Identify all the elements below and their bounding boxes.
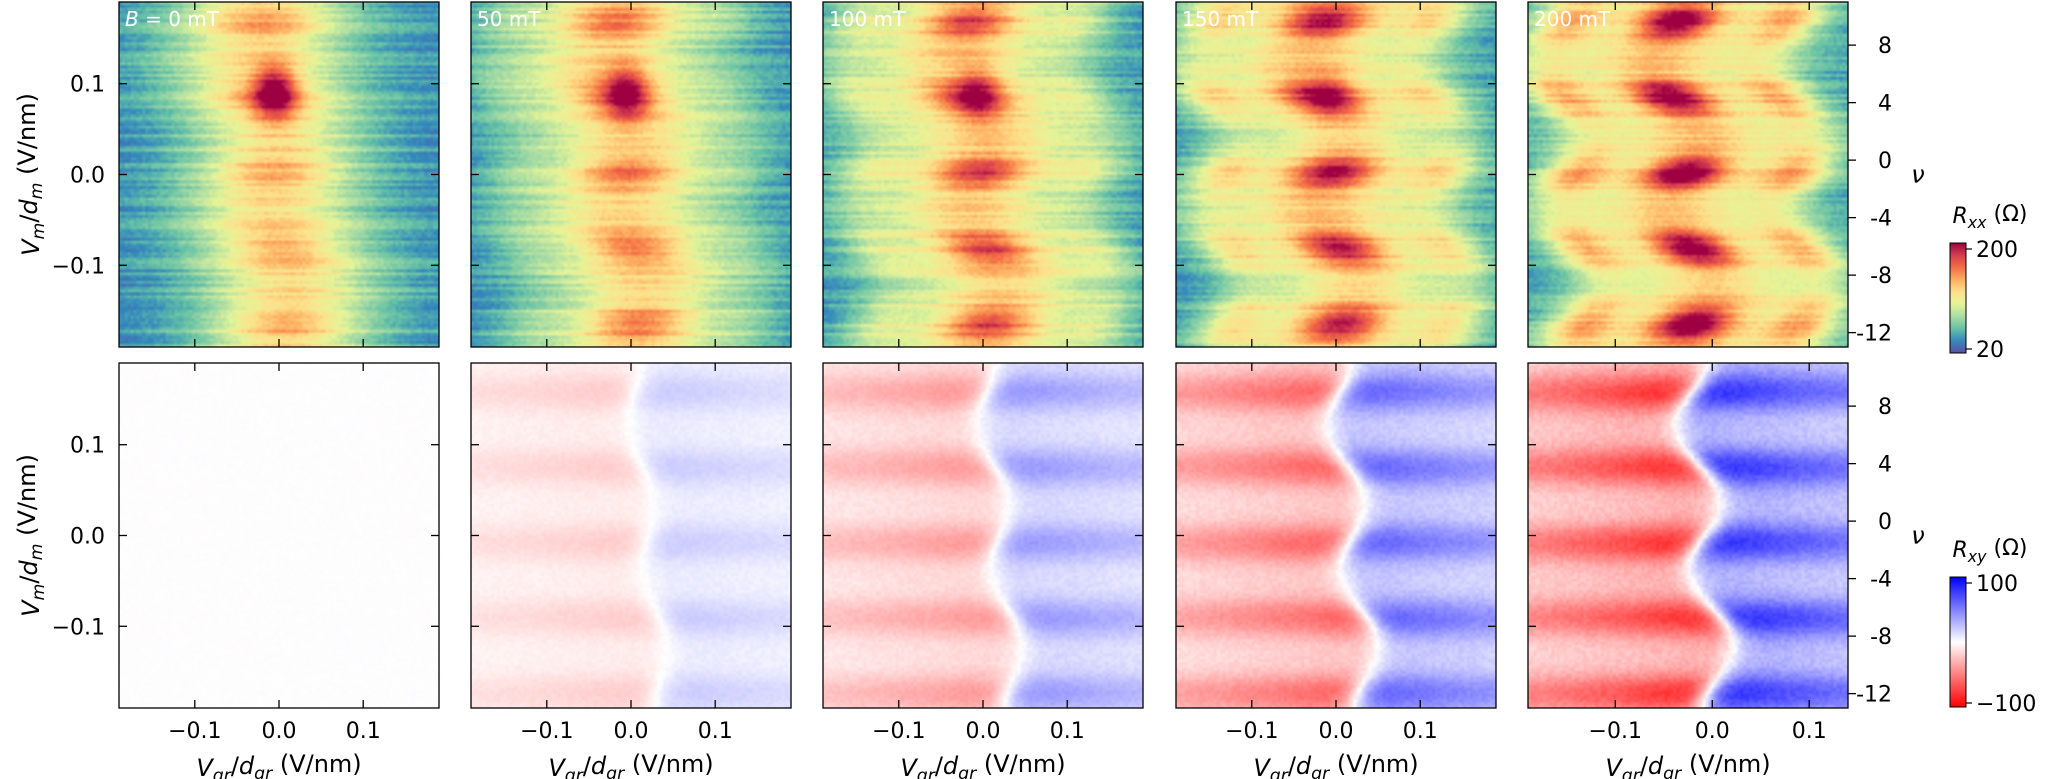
- colorbar-gradient: [1949, 576, 1967, 708]
- panel-label: 200 mT: [1534, 7, 1611, 31]
- heatmap-image: [1176, 2, 1496, 347]
- panel-rxy-150mT: −0.1 0.0 0.1 Vgr​/dgr​ (V/nm): [1175, 362, 1497, 779]
- nu-tick-label: 4: [1878, 453, 1892, 478]
- x-tick-label: 0.0: [1695, 719, 1730, 744]
- y-tick-label: 0.0: [70, 525, 105, 550]
- heatmap-image: [823, 2, 1143, 347]
- x-tick-label: −0.1: [872, 719, 925, 744]
- heatmap-image: [471, 2, 791, 347]
- heatmap-image: [119, 2, 439, 347]
- y-axis-label: Vm​/dm​ (V/nm): [13, 93, 49, 256]
- x-axis-label: Vgr​/dgr​ (V/nm): [1605, 750, 1770, 779]
- colorbar-gradient: [1949, 242, 1967, 354]
- x-axis-label: Vgr​/dgr​ (V/nm): [196, 750, 361, 779]
- panel-rxx-200mT: 8 4 0 -4 -8 -12 ν 200 mT: [1527, 1, 1925, 348]
- svg-text:Vm​/dm​ (V/nm): Vm​/dm​ (V/nm): [13, 93, 49, 256]
- x-tick-label: 0.1: [698, 719, 733, 744]
- nu-tick-label: -12: [1856, 322, 1892, 347]
- y-tick-label: 0.0: [70, 164, 105, 189]
- colorbar-title: Rxx​ (Ω): [1952, 202, 2027, 232]
- heatmap-image: [1528, 363, 1848, 708]
- heatmap-image: [823, 363, 1143, 708]
- x-tick-label: −0.1: [520, 719, 573, 744]
- x-tick-label: 0.1: [1792, 719, 1827, 744]
- x-tick-label: 0.0: [1319, 719, 1354, 744]
- nu-axis-label: ν: [1911, 161, 1924, 189]
- nu-tick-label: -8: [1870, 625, 1892, 650]
- y-tick-label: −0.1: [52, 254, 105, 279]
- x-axis-label: Vgr​/dgr​ (V/nm): [900, 750, 1065, 779]
- nu-tick-label: 8: [1878, 395, 1892, 420]
- x-axis-label: Vgr​/dgr​ (V/nm): [1253, 750, 1418, 779]
- panel-rxx-100mT: 100 mT: [822, 1, 1144, 348]
- nu-tick-label: -4: [1870, 207, 1892, 232]
- panel-rxy-200mT: −0.1 0.0 0.1 8 4 0 -4 -8 -12 ν Vgr​/dgr​ (V/nm): [1527, 362, 1925, 779]
- nu-tick-label: -8: [1870, 264, 1892, 289]
- x-tick-label: 0.1: [1050, 719, 1085, 744]
- nu-tick-label: -12: [1856, 683, 1892, 708]
- panel-rxx-50mT: 50 mT: [470, 1, 792, 348]
- nu-tick-label: 0: [1878, 510, 1892, 535]
- x-tick-label: 0.1: [346, 719, 381, 744]
- colorbar-tick-label: 200: [1976, 238, 2018, 263]
- colorbar-tick-label: 100: [1976, 572, 2018, 597]
- x-axis-label: Vgr​/dgr​ (V/nm): [548, 750, 713, 779]
- colorbars: Rxx​ (Ω) 200 20 Rxy​ (Ω) 100 −100: [1949, 202, 2036, 717]
- nu-tick-label: 4: [1878, 92, 1892, 117]
- panel-label: 100 mT: [829, 7, 906, 31]
- heatmap-image: [1176, 363, 1496, 708]
- rxx-colorbar: Rxx​ (Ω) 200 20: [1949, 202, 2028, 363]
- nu-tick-label: 0: [1878, 149, 1892, 174]
- nu-tick-label: 8: [1878, 34, 1892, 59]
- heatmap-panels: 0.1 0.0 −0.1 B = 0 mT Vm​/dm​ (V/nm) 50 mT 100…: [13, 1, 1925, 779]
- panel-rxy-50mT: −0.1 0.0 0.1 Vgr​/dgr​ (V/nm): [470, 362, 792, 779]
- x-tick-label: 0.0: [614, 719, 649, 744]
- heatmap-image: [471, 363, 791, 708]
- x-tick-label: 0.0: [262, 719, 297, 744]
- heatmap-image: [1528, 2, 1848, 347]
- svg-text:Vm​/dm​ (V/nm): Vm​/dm​ (V/nm): [13, 454, 49, 617]
- x-tick-label: −0.1: [168, 719, 221, 744]
- panel-label: 50 mT: [477, 7, 541, 31]
- panel-rxx-150mT: 150 mT: [1175, 1, 1497, 348]
- panel-rxy-100mT: −0.1 0.0 0.1 Vgr​/dgr​ (V/nm): [822, 362, 1144, 779]
- colorbar-tick-label: −100: [1976, 692, 2036, 717]
- panel-rxx-0mT: 0.1 0.0 −0.1 B = 0 mT Vm​/dm​ (V/nm): [13, 1, 440, 348]
- panel-label: 150 mT: [1182, 7, 1259, 31]
- x-tick-label: 0.0: [966, 719, 1001, 744]
- x-tick-label: −0.1: [1589, 719, 1642, 744]
- heatmap-image: [119, 363, 439, 708]
- y-tick-label: 0.1: [70, 434, 105, 459]
- panel-rxy-0mT: −0.10.00.10.10.0−0.1Vm​/dm​ (V/nm)Vgr​/d…: [13, 362, 440, 779]
- panel-label: B = 0 mT: [125, 7, 220, 31]
- colorbar-title: Rxy​ (Ω): [1952, 536, 2027, 566]
- nu-tick-label: -4: [1870, 568, 1892, 593]
- x-tick-label: 0.1: [1403, 719, 1438, 744]
- rxy-colorbar: Rxy​ (Ω) 100 −100: [1949, 536, 2036, 717]
- x-tick-label: −0.1: [1225, 719, 1278, 744]
- y-tick-label: 0.1: [70, 73, 105, 98]
- y-axis-label: Vm​/dm​ (V/nm): [13, 454, 49, 617]
- y-tick-label: −0.1: [52, 615, 105, 640]
- colorbar-tick-label: 20: [1976, 338, 2004, 363]
- nu-axis-label: ν: [1911, 522, 1924, 550]
